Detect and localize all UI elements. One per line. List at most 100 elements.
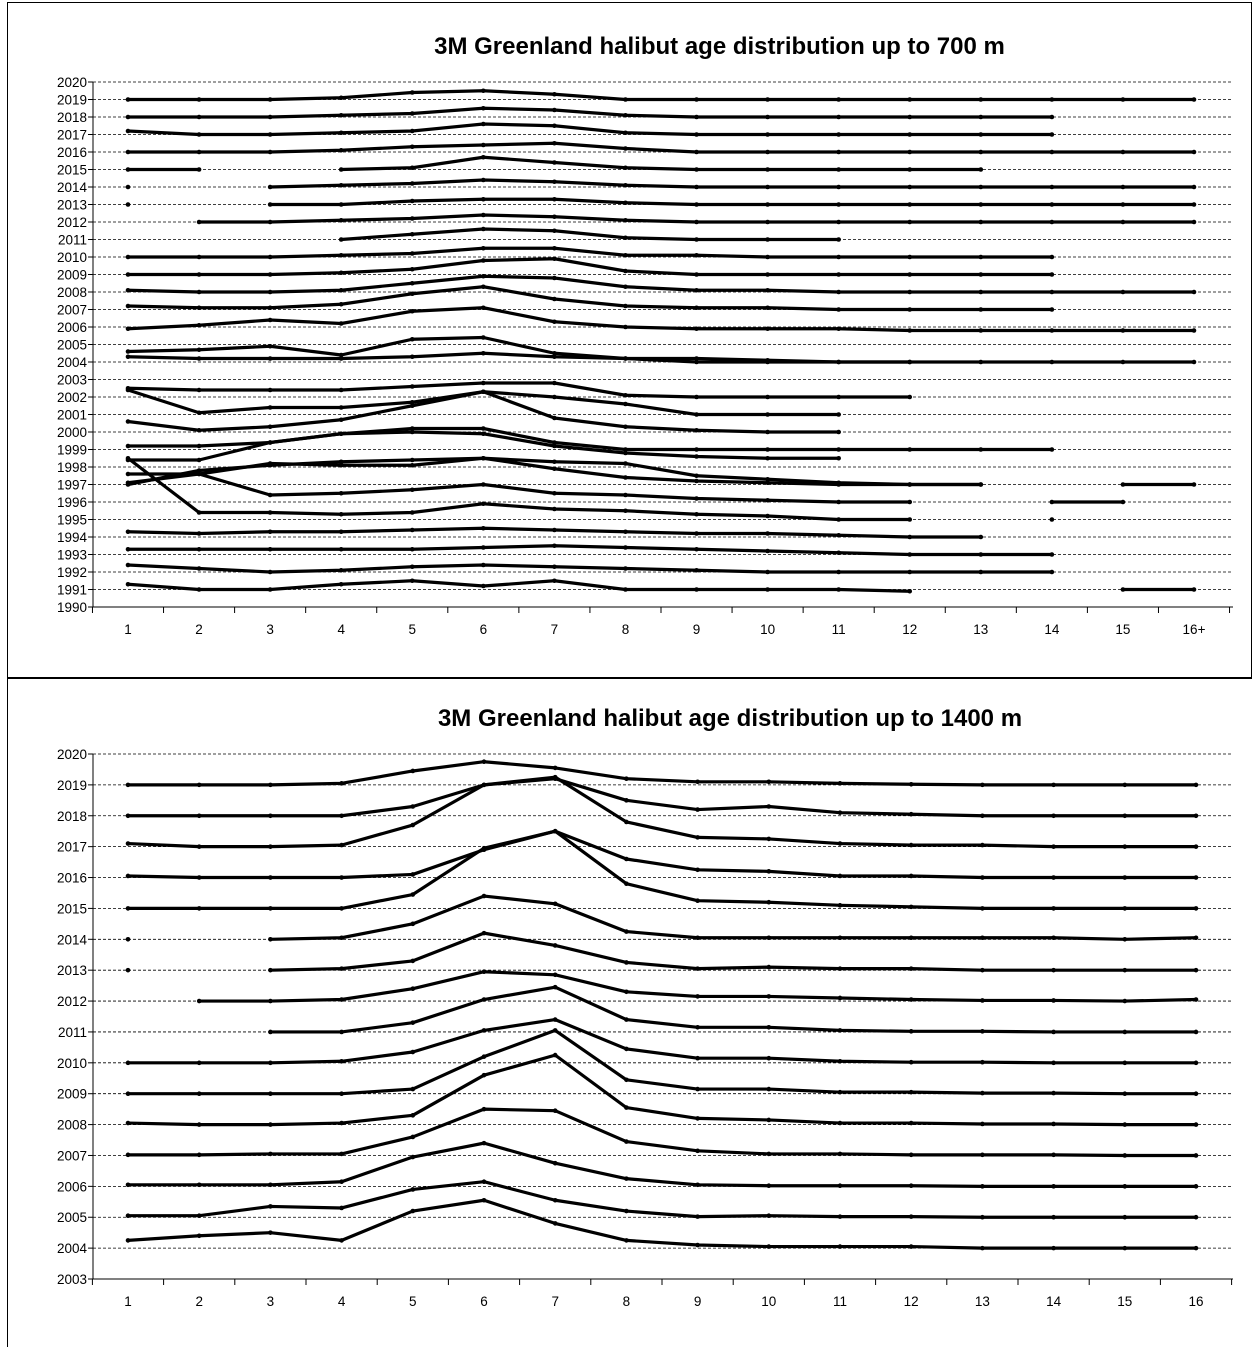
series-line-2008 (127, 1053, 1196, 1127)
x-tick-label: 9 (693, 622, 701, 637)
data-point-1996 (338, 490, 344, 496)
x-tick-label: 10 (761, 1294, 776, 1309)
data-point-2009 (1122, 1091, 1128, 1097)
data-point-1995 (907, 517, 913, 522)
data-point-2006 (267, 317, 273, 323)
x-tick-label: 4 (338, 1294, 346, 1309)
y-tick-label: 2016 (57, 145, 87, 160)
y-tick-label: 2008 (57, 285, 87, 300)
y-tick-label: 2000 (57, 425, 87, 440)
data-point-2018 (267, 114, 273, 120)
data-point-2005 (907, 359, 913, 365)
data-point-2014 (837, 935, 843, 941)
data-point-2012 (765, 219, 770, 225)
data-point-1999 (481, 426, 486, 431)
data-point-2012 (1193, 997, 1199, 1002)
data-point-2009 (267, 272, 273, 277)
data-point-2010 (766, 1055, 772, 1061)
data-point-2007 (268, 1151, 273, 1157)
data-point-2017 (694, 132, 699, 137)
data-point-2012 (410, 986, 416, 992)
data-point-1999 (694, 447, 699, 452)
data-point-2006 (552, 319, 557, 325)
y-tick-label: 1994 (57, 530, 88, 545)
data-point-1998 (481, 455, 486, 461)
data-point-2015 (908, 904, 914, 910)
data-point-2006 (765, 326, 770, 332)
y-tick-label: 2004 (57, 355, 88, 370)
x-tick-label: 7 (551, 622, 559, 637)
data-point-2019 (196, 97, 202, 102)
y-tick-label: 2017 (57, 840, 87, 855)
data-point-2004 (267, 356, 273, 361)
data-point-2018 (694, 114, 699, 120)
data-point-2014 (1049, 184, 1055, 190)
data-point-2016 (1122, 875, 1128, 880)
data-point-2015 (980, 906, 985, 911)
data-point-1996 (125, 471, 131, 477)
data-point-2016 (765, 149, 770, 155)
data-point-2017 (196, 844, 202, 849)
data-point-2010 (1051, 1060, 1056, 1066)
data-point-2005 (338, 352, 344, 358)
series-line-2014 (270, 894, 1197, 941)
data-point-2010 (410, 1049, 416, 1055)
y-tick-label: 2015 (57, 901, 87, 916)
data-point-2007 (267, 305, 273, 311)
y-tick-label: 2013 (57, 963, 87, 978)
data-point-2018 (624, 798, 629, 803)
data-point-2001 (623, 424, 628, 430)
y-tick-label: 2020 (57, 75, 87, 90)
data-point-2001 (836, 429, 841, 435)
data-point-2015 (836, 167, 841, 172)
data-point-1998 (552, 466, 557, 472)
data-point-2007 (980, 1152, 985, 1158)
data-point-2008 (837, 1120, 843, 1126)
data-point-2003 (409, 384, 415, 389)
data-point-2013 (1193, 967, 1199, 973)
data-point-2018 (1049, 114, 1055, 120)
data-point-2014 (908, 935, 914, 941)
x-tick-label: 3 (267, 1294, 275, 1309)
data-point-2019 (837, 781, 843, 786)
data-point-2016 (125, 873, 131, 879)
data-point-2006 (836, 326, 841, 332)
data-point-1995 (196, 510, 202, 515)
data-point-2017 (552, 123, 557, 129)
data-point-2015 (552, 160, 557, 165)
data-point-2000 (481, 431, 486, 437)
y-tick-label: 2016 (57, 871, 87, 886)
data-point-2006 (125, 1182, 131, 1188)
data-point-2014 (1122, 936, 1128, 942)
data-point-1991 (481, 583, 486, 589)
data-point-2007 (125, 303, 131, 309)
data-point-2006 (623, 324, 628, 330)
data-point-2004 (552, 354, 557, 360)
series-line-2019 (128, 89, 1194, 102)
data-point-2000 (836, 455, 841, 461)
data-point-1998 (125, 480, 131, 486)
data-point-2010 (1122, 1060, 1128, 1066)
data-point-2019 (481, 759, 487, 765)
y-tick-label: 2006 (57, 1179, 87, 1194)
data-point-1996 (1049, 499, 1055, 505)
y-tick-label: 2018 (57, 809, 87, 824)
data-point-2014 (552, 179, 557, 185)
data-point-1998 (196, 471, 202, 477)
data-point-2006 (766, 1183, 772, 1189)
data-point-2007 (765, 305, 770, 311)
data-point-1994 (409, 527, 415, 533)
data-point-2017 (836, 132, 841, 137)
data-point-1993 (552, 543, 557, 549)
data-point-2014 (409, 181, 415, 186)
data-point-2005 (765, 359, 770, 365)
data-point-2004 (766, 1244, 772, 1249)
data-point-2015 (481, 154, 486, 160)
data-point-2014 (267, 184, 273, 190)
data-point-2012 (481, 212, 486, 218)
data-point-2014 (125, 184, 131, 190)
series-line-2015 (128, 829, 1196, 911)
data-point-2010 (409, 251, 415, 256)
data-point-2009 (908, 1089, 914, 1095)
data-point-2011 (1051, 1029, 1056, 1035)
